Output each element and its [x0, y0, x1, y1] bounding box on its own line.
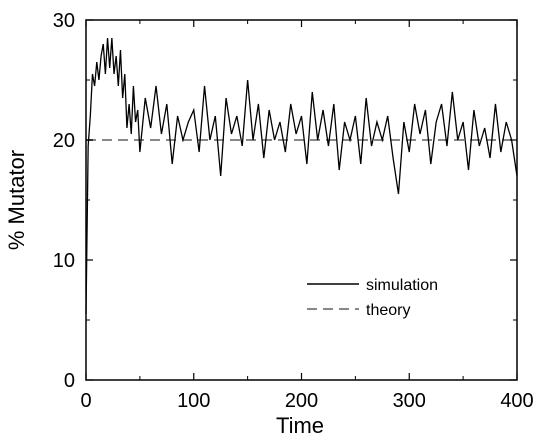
- legend: simulation theory: [307, 277, 438, 319]
- plot-frame: [85, 19, 518, 381]
- y-tick-label: 20: [53, 130, 75, 152]
- x-axis-ticks: 0 100 200 300 400: [80, 20, 534, 412]
- y-axis-ticks: 0 10 20 30: [53, 10, 517, 392]
- x-tick-label: 200: [285, 390, 318, 412]
- legend-simulation-label: simulation: [366, 277, 438, 294]
- plot-layer: [85, 37, 518, 315]
- x-tick-label: 400: [500, 390, 533, 412]
- x-tick-label: 300: [393, 390, 426, 412]
- x-axis-label: Time: [276, 413, 324, 438]
- x-tick-label: 0: [80, 390, 91, 412]
- y-axis-label: % Mutator: [4, 150, 29, 250]
- y-tick-label: 30: [53, 10, 75, 32]
- y-tick-label: 0: [64, 370, 75, 392]
- x-tick-label: 100: [177, 390, 210, 412]
- y-tick-label: 10: [53, 250, 75, 272]
- series-line-simulation: [85, 37, 518, 315]
- legend-theory-label: theory: [366, 302, 410, 319]
